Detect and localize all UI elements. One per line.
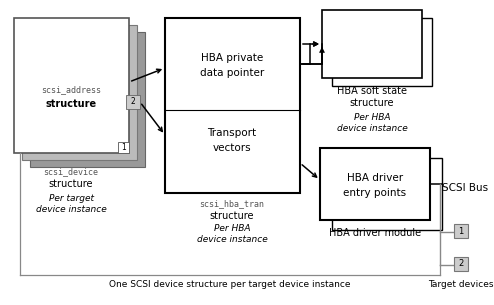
- Text: scsi_address: scsi_address: [41, 85, 101, 95]
- Text: structure: structure: [45, 99, 96, 109]
- Text: data pointer: data pointer: [200, 68, 264, 78]
- Text: device instance: device instance: [336, 124, 408, 133]
- Bar: [454, 257, 468, 271]
- Text: structure: structure: [350, 98, 394, 108]
- Text: 2: 2: [130, 98, 135, 106]
- Bar: [454, 224, 468, 238]
- Bar: [165, 18, 300, 193]
- Text: structure: structure: [49, 179, 93, 189]
- Text: vectors: vectors: [213, 143, 251, 153]
- Bar: [22, 25, 137, 160]
- Text: 2: 2: [458, 260, 464, 268]
- Text: HBA soft state: HBA soft state: [337, 86, 407, 96]
- Text: 1: 1: [458, 227, 464, 235]
- Text: Target devices: Target devices: [428, 280, 494, 289]
- Bar: [118, 142, 129, 153]
- Bar: [14, 18, 129, 153]
- Text: entry points: entry points: [343, 188, 407, 198]
- Bar: [320, 148, 430, 220]
- Bar: [322, 10, 422, 78]
- Text: structure: structure: [210, 211, 254, 221]
- Text: HBA driver module: HBA driver module: [329, 228, 421, 238]
- Text: device instance: device instance: [197, 235, 267, 244]
- Text: device instance: device instance: [36, 205, 106, 214]
- Text: Per HBA: Per HBA: [354, 113, 390, 122]
- Text: 1: 1: [121, 143, 126, 152]
- Text: SCSI Bus: SCSI Bus: [442, 183, 488, 193]
- Text: HBA driver: HBA driver: [347, 173, 403, 183]
- Bar: [126, 95, 140, 109]
- Text: One SCSI device structure per target device instance: One SCSI device structure per target dev…: [109, 280, 351, 289]
- Text: HBA private: HBA private: [201, 53, 263, 63]
- Bar: [332, 158, 442, 230]
- Text: Per HBA: Per HBA: [214, 224, 250, 233]
- Text: scsi_device: scsi_device: [43, 167, 98, 176]
- Text: Transport: Transport: [207, 128, 256, 138]
- Bar: [30, 32, 145, 167]
- Bar: [332, 18, 432, 86]
- Text: scsi_hba_tran: scsi_hba_tran: [200, 199, 264, 208]
- Text: Per target: Per target: [48, 194, 93, 203]
